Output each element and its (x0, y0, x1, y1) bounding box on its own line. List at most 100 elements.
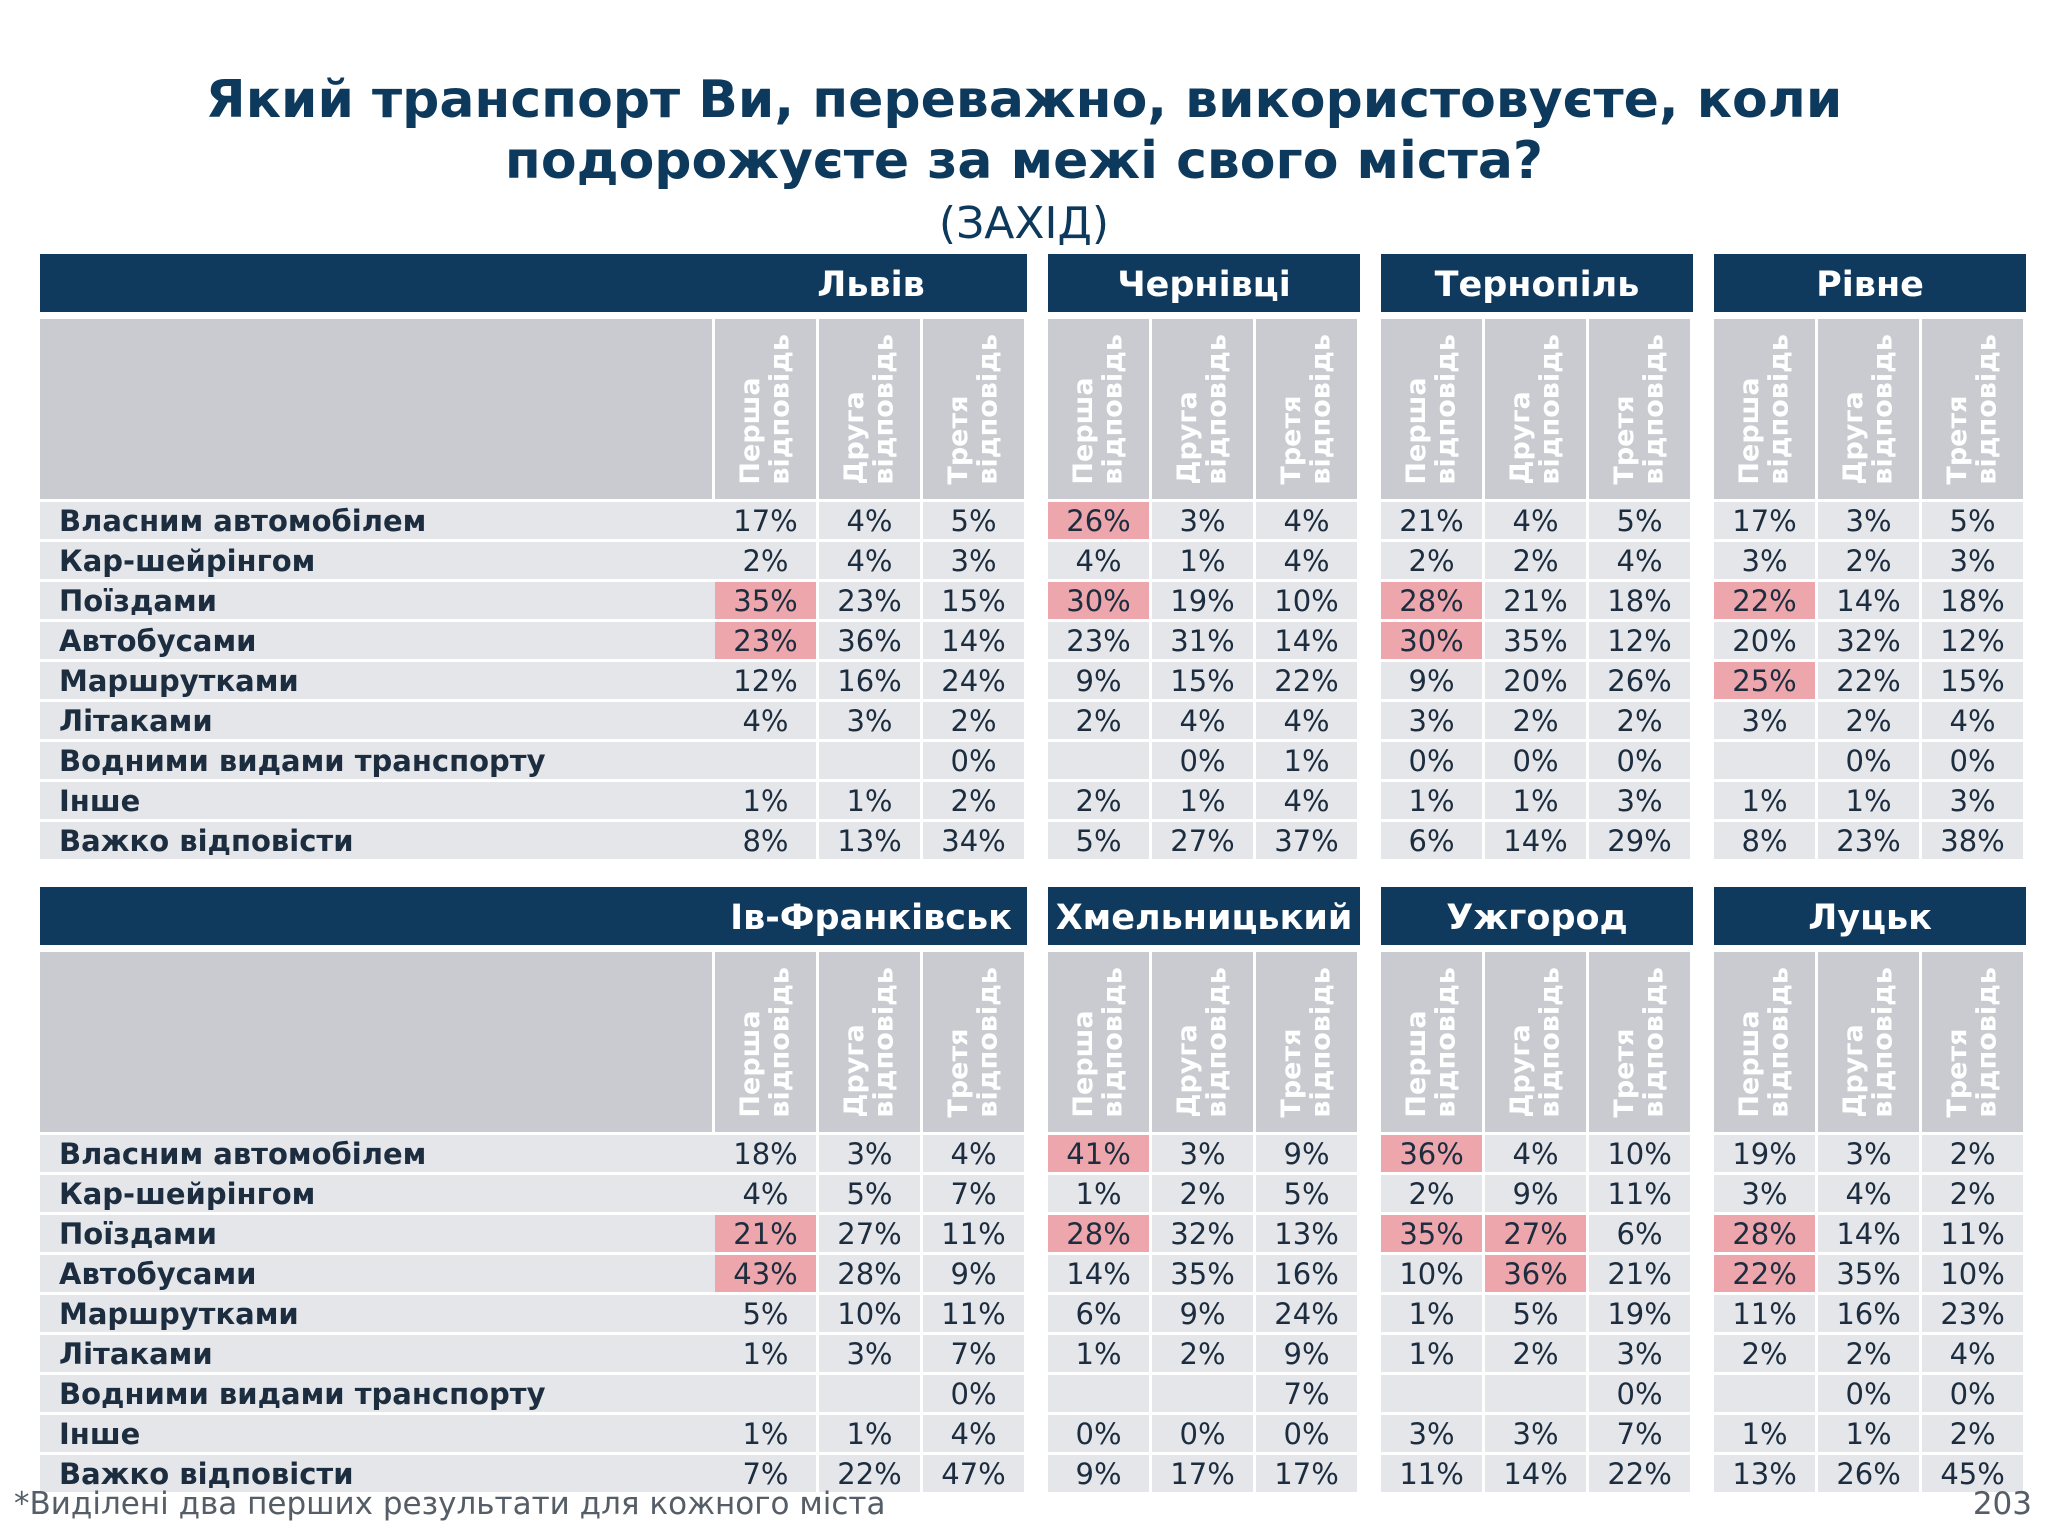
answer-header-cell: Третя відповідь (1256, 319, 1361, 499)
page-number: 203 (1972, 1486, 2032, 1522)
value-cell: 3% (1818, 1132, 1923, 1172)
answer-header-cell: Третя відповідь (923, 319, 1028, 499)
value-cell: 2% (923, 779, 1028, 819)
row-label: Власним автомобілем (40, 499, 715, 539)
value-cell: 11% (1381, 1452, 1486, 1492)
value-cell: 32% (1818, 619, 1923, 659)
value-cell: 3% (819, 1132, 923, 1172)
value-cell: 9% (1485, 1172, 1590, 1212)
highlighted-value-cell: 28% (1714, 1212, 1819, 1252)
value-cell: 3% (1714, 699, 1819, 739)
value-cell: 37% (1256, 819, 1361, 859)
value-cell: 19% (1714, 1132, 1819, 1172)
value-cell: 6% (1048, 1292, 1153, 1332)
value-cell: 0% (1256, 1412, 1361, 1452)
slide-title: Який транспорт Ви, переважно, використов… (0, 70, 2048, 193)
answer-header-label: Перша відповідь (1400, 333, 1462, 485)
value-cell: 19% (1589, 1292, 1694, 1332)
value-cell: 14% (923, 619, 1028, 659)
value-cell: 17% (1256, 1452, 1361, 1492)
value-cell: 0% (923, 739, 1028, 779)
value-cell: 11% (1589, 1172, 1694, 1212)
value-cell (1048, 1372, 1153, 1412)
value-cell: 5% (819, 1172, 923, 1212)
slide-subtitle: (ЗАХІД) (938, 198, 1110, 249)
row-label: Поїздами (40, 579, 715, 619)
value-cell: 14% (1818, 579, 1923, 619)
row-label: Маршрутками (40, 1292, 715, 1332)
value-cell: 2% (1818, 539, 1923, 579)
answer-header-cell: Друга відповідь (819, 952, 923, 1132)
row-label: Літаками (40, 1332, 715, 1372)
value-cell: 4% (1256, 779, 1361, 819)
value-cell (819, 739, 923, 779)
value-cell: 4% (923, 1412, 1028, 1452)
header-blank-cell (40, 254, 715, 312)
value-cell: 20% (1714, 619, 1819, 659)
value-cell: 0% (1152, 739, 1257, 779)
slide-title-line-1: Який транспорт Ви, переважно, використов… (205, 70, 1843, 130)
row-label: Маршрутками (40, 659, 715, 699)
value-cell: 7% (923, 1172, 1028, 1212)
highlighted-value-cell: 36% (1381, 1132, 1486, 1172)
answer-header-cell: Перша відповідь (715, 952, 819, 1132)
answer-header-label: Друга відповідь (1837, 966, 1899, 1118)
value-cell: 0% (1818, 1372, 1923, 1412)
value-cell: 16% (1256, 1252, 1361, 1292)
value-cell: 38% (1922, 819, 2027, 859)
value-cell: 23% (1048, 619, 1153, 659)
value-cell: 5% (1048, 819, 1153, 859)
answer-header-cell: Перша відповідь (1048, 319, 1153, 499)
value-cell: 17% (1714, 499, 1819, 539)
highlighted-value-cell: 21% (715, 1212, 819, 1252)
value-cell: 23% (1922, 1292, 2027, 1332)
value-cell: 14% (1485, 1452, 1590, 1492)
table-row: Автобусами 23% 36% 14% 23% 31% 14% 30% 35% 12% 20%… (40, 619, 2027, 659)
table-row: Кар-шейрінгом 4% 5% 7% 1% 2% 5% 2% 9% 11% 3% 4% 2% (40, 1172, 2027, 1212)
table-block-1: Львів Чернівці Тернопіль Рівне Перша відпові… (40, 254, 2027, 859)
value-cell: 22% (819, 1452, 923, 1492)
table-row: Літаками 4% 3% 2% 2% 4% 4% 3% 2% 2% 3% 2% 4% (40, 699, 2027, 739)
city-header-row: Львів Чернівці Тернопіль Рівне (40, 254, 2027, 312)
value-cell: 10% (1381, 1252, 1486, 1292)
highlighted-value-cell: 25% (1714, 659, 1819, 699)
value-cell: 4% (1152, 699, 1257, 739)
transport-table: Львів Чернівці Тернопіль Рівне Перша відпові… (40, 254, 2027, 859)
answer-header-cell: Перша відповідь (1381, 952, 1486, 1132)
answer-header-row: Перша відповідь Друга відповідь Третя відп… (40, 319, 2027, 499)
value-cell: 0% (1381, 739, 1486, 779)
value-cell: 3% (819, 699, 923, 739)
value-cell: 1% (1818, 1412, 1923, 1452)
answer-header-label: Третя відповідь (1608, 966, 1670, 1118)
table-row: Важко відповісти 8% 13% 34% 5% 27% 37% 6% 14% 29%… (40, 819, 2027, 859)
value-cell: 23% (1818, 819, 1923, 859)
value-cell: 26% (1818, 1452, 1923, 1492)
value-cell: 21% (1485, 579, 1590, 619)
city-header: Тернопіль (1381, 254, 1694, 312)
value-cell: 9% (1381, 659, 1486, 699)
value-cell: 8% (1714, 819, 1819, 859)
value-cell: 1% (1818, 779, 1923, 819)
city-header-row: Ів-Франківськ Хмельницький Ужгород Луцьк (40, 887, 2027, 945)
value-cell: 35% (1152, 1252, 1257, 1292)
row-label: Водними видами транспорту (40, 1372, 715, 1412)
row-label: Інше (40, 1412, 715, 1452)
answer-header-label: Друга відповідь (1837, 333, 1899, 485)
city-header: Львів (715, 254, 1028, 312)
value-cell: 9% (1048, 1452, 1153, 1492)
footnote: *Виділені два перших результати для кожн… (14, 1486, 886, 1522)
answer-header-cell: Третя відповідь (1589, 319, 1694, 499)
value-cell: 47% (923, 1452, 1028, 1492)
value-cell: 1% (1048, 1332, 1153, 1372)
value-cell: 1% (715, 1412, 819, 1452)
value-cell: 4% (1818, 1172, 1923, 1212)
value-cell: 2% (1818, 699, 1923, 739)
row-label: Автобусами (40, 1252, 715, 1292)
value-cell: 3% (1152, 499, 1257, 539)
value-cell: 1% (1714, 779, 1819, 819)
answer-header-label: Друга відповідь (838, 333, 900, 485)
answer-header-label: Перша відповідь (734, 333, 796, 485)
value-cell: 2% (1381, 539, 1486, 579)
row-label: Водними видами транспорту (40, 739, 715, 779)
value-cell: 2% (1485, 1332, 1590, 1372)
